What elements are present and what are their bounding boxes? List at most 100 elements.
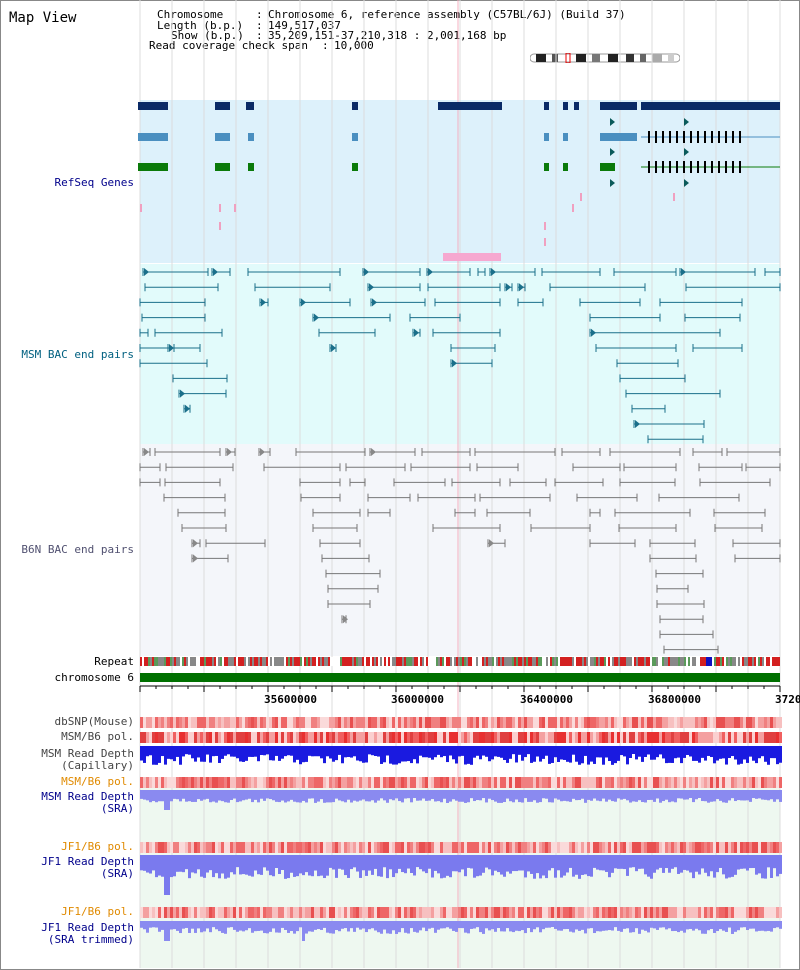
gene-block[interactable]: [563, 102, 568, 110]
heat-cell: [230, 732, 233, 743]
bac-end-arrow[interactable]: [260, 448, 265, 456]
depth-bar: [596, 921, 599, 932]
gene-block[interactable]: [352, 133, 358, 141]
bac-end-arrow[interactable]: [314, 313, 319, 322]
gene-block[interactable]: [544, 163, 549, 171]
bac-end-arrow[interactable]: [331, 344, 336, 352]
depth-bar: [488, 790, 491, 799]
heat-cell: [182, 717, 185, 728]
bac-end-arrow[interactable]: [681, 268, 686, 276]
bac-end-arrow[interactable]: [591, 328, 596, 337]
depth-bar: [386, 855, 389, 879]
depth-bar: [581, 855, 584, 875]
gene-block[interactable]: [600, 133, 637, 141]
bac-end-arrow[interactable]: [635, 420, 640, 428]
gene-block[interactable]: [215, 163, 230, 171]
gene-block[interactable]: [248, 163, 254, 171]
gene-block[interactable]: [600, 163, 615, 171]
gene-block[interactable]: [600, 102, 637, 110]
bac-end-arrow[interactable]: [193, 539, 198, 548]
depth-bar: [599, 746, 602, 758]
depth-bar: [224, 790, 227, 803]
heat-cell: [662, 777, 665, 788]
pink-highlight-block[interactable]: [443, 253, 501, 261]
gene-arrow[interactable]: [610, 118, 615, 126]
heat-cell: [731, 842, 734, 853]
heat-cell: [392, 842, 395, 853]
gene-block[interactable]: [641, 102, 780, 110]
gene-block[interactable]: [574, 102, 579, 110]
heat-cell: [545, 717, 548, 728]
heat-cell: [386, 842, 389, 853]
repeat-segment: [590, 657, 592, 666]
gene-arrow[interactable]: [684, 179, 689, 187]
bac-end-arrow[interactable]: [519, 283, 524, 292]
repeat-segment: [504, 657, 506, 666]
bac-end-arrow[interactable]: [144, 268, 149, 276]
bac-end-arrow[interactable]: [180, 389, 185, 398]
gene-block[interactable]: [138, 133, 168, 141]
heat-cell: [158, 907, 161, 918]
chromosome-ideogram[interactable]: [530, 53, 680, 63]
bac-end-arrow[interactable]: [261, 298, 266, 307]
bac-end-arrow[interactable]: [491, 268, 496, 276]
gene-arrow[interactable]: [684, 148, 689, 156]
depth-bar: [737, 746, 740, 765]
gene-block[interactable]: [544, 133, 549, 141]
heat-cell: [668, 732, 671, 743]
heat-cell: [431, 777, 434, 788]
bac-end-arrow[interactable]: [169, 344, 174, 352]
gene-arrow[interactable]: [684, 118, 689, 126]
heat-cell: [767, 777, 770, 788]
bac-end-arrow[interactable]: [506, 283, 511, 292]
heat-cell: [668, 777, 671, 788]
bac-end-arrow[interactable]: [227, 448, 232, 456]
bac-end-arrow[interactable]: [301, 298, 306, 307]
gene-block[interactable]: [138, 102, 168, 110]
depth-bar: [284, 855, 287, 879]
gene-arrow[interactable]: [610, 179, 615, 187]
repeat-segment: [634, 657, 636, 666]
depth-bar: [557, 855, 560, 871]
gene-block[interactable]: [439, 102, 502, 110]
bac-end-arrow[interactable]: [364, 268, 369, 276]
bac-end-arrow[interactable]: [369, 283, 374, 292]
bac-end-arrow[interactable]: [371, 448, 376, 456]
bac-end-arrow[interactable]: [372, 298, 377, 307]
depth-bar: [368, 921, 371, 930]
gene-block[interactable]: [246, 102, 254, 110]
gene-block[interactable]: [544, 102, 549, 110]
bac-end-arrow[interactable]: [428, 268, 433, 276]
heat-cell: [779, 777, 782, 788]
gene-block[interactable]: [563, 163, 568, 171]
heat-cell: [347, 777, 350, 788]
repeat-segment: [588, 657, 590, 666]
gene-block[interactable]: [248, 133, 254, 141]
gene-block[interactable]: [138, 163, 168, 171]
gene-block[interactable]: [563, 133, 568, 141]
heat-cell: [533, 842, 536, 853]
bac-end-arrow[interactable]: [452, 359, 457, 368]
bac-end-arrow[interactable]: [414, 328, 419, 337]
heat-cell: [386, 777, 389, 788]
gene-block[interactable]: [215, 102, 230, 110]
gene-block[interactable]: [352, 102, 358, 110]
depth-bar: [203, 855, 206, 878]
heat-cell: [476, 842, 479, 853]
bac-end-arrow[interactable]: [193, 554, 198, 563]
depth-bar: [209, 921, 212, 933]
heat-cell: [452, 717, 455, 728]
bac-end-arrow[interactable]: [144, 448, 149, 456]
depth-bar: [446, 746, 449, 763]
bac-end-arrow[interactable]: [213, 268, 218, 276]
heat-cell: [536, 777, 539, 788]
gene-block[interactable]: [352, 163, 358, 171]
bac-end-arrow[interactable]: [489, 539, 494, 548]
gene-block[interactable]: [215, 133, 230, 141]
gene-arrow[interactable]: [610, 148, 615, 156]
bac-end-arrow[interactable]: [185, 404, 190, 413]
bac-end-arrow[interactable]: [343, 615, 348, 624]
depth-bar: [341, 790, 344, 802]
heat-cell: [551, 717, 554, 728]
